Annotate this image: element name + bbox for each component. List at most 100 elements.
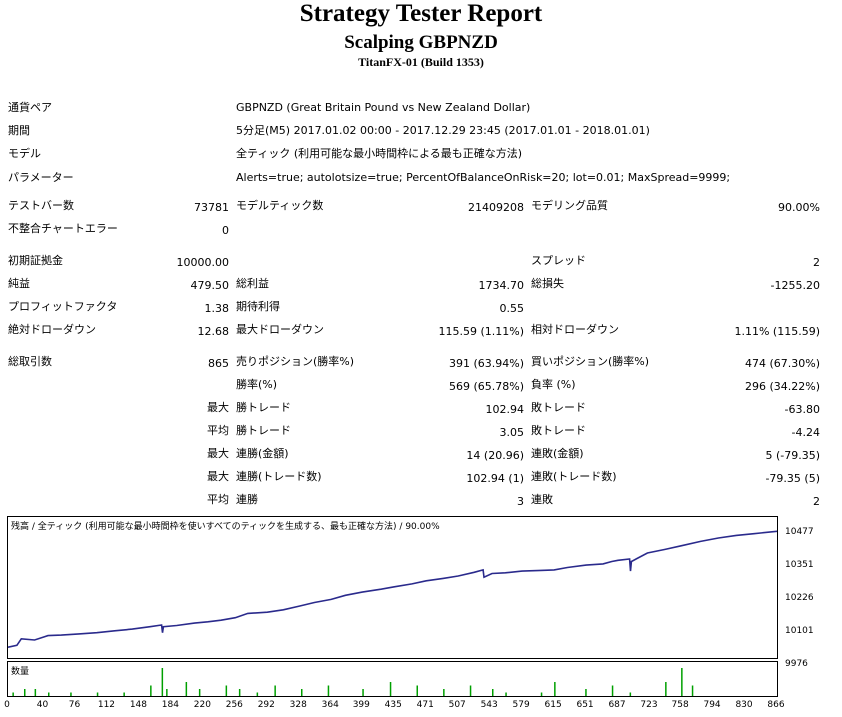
pf-label: プロフィットファクタ	[8, 300, 118, 313]
avg-loss-value: -4.24	[791, 426, 820, 439]
report-title: Strategy Tester Report	[299, 0, 543, 27]
mismatch-label: 不整合チャートエラー	[8, 222, 118, 235]
expected-value: 0.55	[499, 302, 525, 315]
volume-bar	[70, 692, 72, 696]
volume-chart-plot	[12, 668, 694, 696]
volume-bar	[166, 689, 168, 696]
volume-bar	[161, 668, 164, 696]
largest-loss-value: -63.80	[784, 403, 820, 416]
max-label-1: 最大	[207, 401, 229, 414]
max-cons-win-value: 14 (20.96)	[466, 449, 524, 462]
max-cons-loss-value: 5 (-79.35)	[765, 449, 820, 462]
balance-chart-plot	[8, 530, 777, 648]
x-tick-label: 435	[384, 700, 402, 710]
period-value: 5分足(M5) 2017.01.02 00:00 - 2017.12.29 23…	[236, 124, 650, 137]
volume-bar	[492, 689, 494, 696]
x-tick-label: 292	[257, 700, 275, 710]
volume-bar	[274, 685, 276, 696]
win-label: 勝率(%)	[236, 378, 278, 391]
net-value: 479.50	[190, 279, 230, 292]
max-cons-loss-label: 連敗(金額)	[531, 447, 584, 460]
volume-bar	[238, 689, 241, 696]
avg-win-value: 3.05	[499, 426, 525, 439]
volume-chart-caption: 数量	[11, 667, 30, 677]
volume-bar	[123, 692, 125, 696]
abs-dd-label: 絶対ドローダウン	[8, 323, 96, 336]
volume-bar	[34, 689, 37, 696]
avg-cons-win-label: 連勝	[236, 493, 258, 506]
volume-bar	[416, 685, 418, 696]
volume-bar	[665, 682, 667, 696]
volume-bar	[185, 682, 188, 696]
pf-value: 1.38	[204, 302, 230, 315]
balance-line	[8, 530, 777, 648]
volume-chart: 数量	[7, 661, 778, 697]
volume-bar	[301, 689, 303, 696]
max-label-2: 最大	[207, 447, 229, 460]
x-tick-label: 651	[576, 700, 594, 710]
gross-loss-label: 総損失	[531, 277, 564, 290]
max-cons-profit-value: 102.94 (1)	[466, 472, 524, 485]
quality-label: モデリング品質	[531, 199, 608, 212]
volume-bar	[327, 685, 330, 696]
volume-bar	[362, 689, 364, 696]
x-tick-label: 76	[68, 700, 81, 710]
ticks-value: 21409208	[468, 201, 524, 214]
max-cons-profit-label: 連勝(トレード数)	[236, 470, 322, 483]
avg-label-1: 平均	[207, 424, 229, 437]
abs-dd-value: 12.68	[197, 325, 230, 338]
volume-bar	[24, 689, 26, 696]
x-tick-label: 579	[512, 700, 530, 710]
max-cons-lossamt-label: 連敗(トレード数)	[531, 470, 617, 483]
bars-label: テストバー数	[8, 199, 74, 212]
gross-profit-label: 総利益	[236, 277, 269, 290]
x-tick-label: 112	[97, 700, 116, 710]
x-tick-label: 507	[448, 700, 466, 710]
volume-bar	[256, 692, 259, 696]
x-tick-label: 256	[225, 700, 243, 710]
mismatch-value: 0	[222, 224, 229, 237]
deposit-value: 10000.00	[176, 256, 230, 269]
symbol-value: GBPNZD (Great Britain Pound vs New Zeala…	[236, 101, 531, 114]
total-label: 総取引数	[8, 355, 52, 368]
y-tick-label: 10101	[785, 626, 814, 636]
model-label: モデル	[8, 147, 41, 160]
expected-label: 期待利得	[236, 300, 280, 313]
x-tick-label: 758	[671, 700, 689, 710]
avg-cons-loss-label: 連敗	[531, 493, 553, 506]
quality-value: 90.00%	[778, 201, 820, 214]
max-cons-lossamt-value: -79.35 (5)	[765, 472, 820, 485]
deposit-label: 初期証拠金	[8, 254, 63, 267]
volume-bar	[469, 685, 472, 696]
x-tick-label: 543	[480, 700, 498, 710]
volume-bar	[225, 685, 228, 696]
report-server: TitanFX-01 (Build 1353)	[358, 55, 484, 69]
x-tick-label: 615	[544, 700, 562, 710]
bars-value: 73781	[194, 201, 229, 214]
long-label: 買いポジション(勝率%)	[531, 355, 650, 368]
rel-dd-label: 相対ドローダウン	[531, 323, 619, 336]
avg-label-2: 平均	[207, 493, 229, 506]
volume-bar	[611, 685, 614, 696]
max-cons-win-label: 連勝(金額)	[236, 447, 289, 460]
volume-bar	[150, 685, 152, 696]
x-tick-label: 184	[161, 700, 179, 710]
loss-value: 296 (34.22%)	[744, 380, 820, 393]
model-value: 全ティック (利用可能な最小時間枠による最も正確な方法)	[236, 147, 523, 160]
y-tick-label: 10351	[785, 560, 814, 570]
volume-bar	[198, 689, 201, 696]
x-tick-label: 0	[4, 700, 10, 710]
x-tick-label: 866	[767, 700, 785, 710]
avg-loss-label: 敗トレード	[531, 424, 586, 437]
x-tick-label: 794	[703, 700, 721, 710]
volume-bar	[389, 682, 392, 696]
spread-label: スプレッド	[531, 254, 586, 267]
x-tick-label: 328	[289, 700, 307, 710]
max-dd-label: 最大ドローダウン	[236, 323, 324, 336]
y-tick-label: 10226	[785, 593, 814, 603]
volume-bar	[629, 692, 632, 696]
x-tick-label: 830	[735, 700, 753, 710]
volume-bar	[12, 692, 14, 696]
volume-bar	[691, 685, 694, 696]
x-tick-label: 723	[640, 700, 658, 710]
